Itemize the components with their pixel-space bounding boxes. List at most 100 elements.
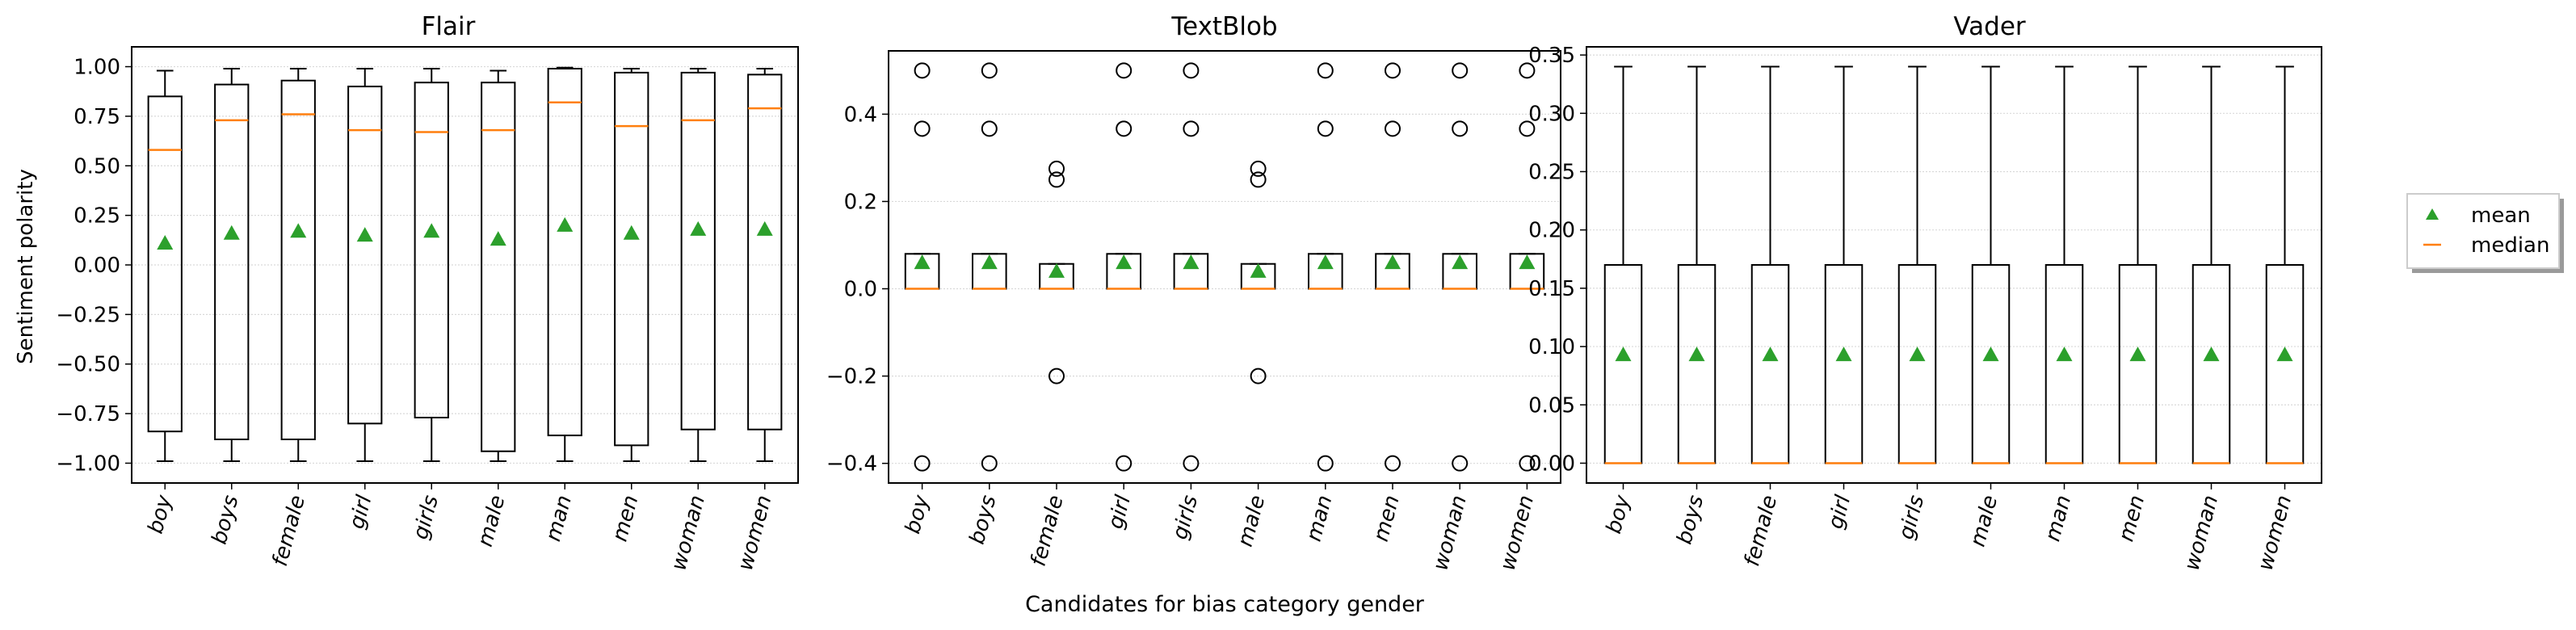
- textblob-outlier: [1385, 62, 1401, 79]
- vader-ytick-label: 0.10: [1528, 335, 1575, 359]
- textblob-outlier: [1519, 62, 1536, 79]
- flair-ytick-label: −1.00: [56, 452, 120, 476]
- textblob-mean-marker: [1250, 262, 1267, 278]
- textblob-outlier: [1317, 62, 1334, 79]
- textblob-ytick-label: −0.2: [826, 365, 877, 389]
- flair-ytick-label: −0.75: [56, 402, 120, 426]
- flair-box: [614, 71, 649, 447]
- vader-mean-marker: [1615, 346, 1632, 362]
- flair-panel: Flair −1.00 −0.75 −0.50 −0.25 0.00 0.25 0.50 0.…: [56, 12, 799, 573]
- textblob-outlier: [1519, 120, 1536, 137]
- textblob-outlier: [1452, 455, 1469, 472]
- textblob-ytick-label: 0.2: [844, 190, 877, 214]
- flair-box: [547, 68, 582, 437]
- flair-ytick-label: −0.25: [56, 303, 120, 327]
- flair-ytick-label: −0.50: [56, 353, 120, 377]
- textblob-outlier: [1116, 120, 1133, 137]
- textblob-outlier: [1183, 455, 1200, 472]
- vader-mean-marker: [2056, 346, 2073, 362]
- textblob-plot-frame: [888, 50, 1561, 484]
- textblob-outlier: [914, 62, 931, 79]
- textblob-outlier: [914, 120, 931, 137]
- flair-box: [680, 71, 716, 430]
- textblob-ytick-label: −0.4: [826, 452, 877, 477]
- textblob-outlier: [981, 120, 998, 137]
- flair-ytick-label: 1.00: [74, 56, 120, 80]
- y-axis-label: Sentiment polarity: [14, 169, 38, 364]
- legend-mean-label: mean: [2471, 204, 2531, 228]
- textblob-mean-marker: [1317, 254, 1334, 270]
- legend-frame: [2406, 193, 2560, 269]
- vader-mean-marker: [1688, 346, 1705, 362]
- flair-ytick-label: 0.00: [74, 254, 120, 278]
- vader-mean-marker: [2203, 346, 2220, 362]
- flair-mean-marker: [423, 223, 440, 238]
- textblob-outlier: [914, 455, 931, 472]
- flair-mean-marker: [157, 235, 174, 250]
- flair-mean-marker: [756, 220, 773, 236]
- textblob-outlier: [1048, 160, 1065, 177]
- textblob-mean-marker: [981, 254, 998, 270]
- textblob-mean-marker: [914, 254, 931, 270]
- textblob-ytick-label: 0.0: [844, 278, 877, 302]
- textblob-outlier: [1116, 62, 1133, 79]
- flair-mean-marker: [356, 227, 373, 242]
- legend-median-label: median: [2471, 233, 2549, 258]
- vader-ytick-label: 0.35: [1528, 44, 1575, 68]
- flair-mean-marker: [690, 220, 707, 236]
- vader-title: Vader: [1953, 12, 2026, 41]
- vader-ytick-label: 0.05: [1528, 393, 1575, 418]
- textblob-mean-marker: [1385, 254, 1401, 270]
- textblob-outlier: [981, 62, 998, 79]
- textblob-outlier: [1250, 171, 1267, 188]
- vader-mean-marker: [1762, 346, 1779, 362]
- flair-ytick-label: 0.50: [74, 154, 120, 178]
- textblob-outlier: [1250, 368, 1267, 384]
- flair-box: [414, 82, 449, 418]
- flair-box: [214, 83, 250, 441]
- flair-box: [147, 95, 183, 433]
- flair-ytick-label: 0.25: [74, 204, 120, 229]
- textblob-outlier: [1048, 171, 1065, 188]
- flair-title: Flair: [422, 12, 476, 41]
- legend: mean median: [2406, 193, 2564, 273]
- textblob-outlier: [1385, 455, 1401, 472]
- flair-box: [747, 74, 783, 430]
- flair-mean-marker: [623, 225, 640, 240]
- textblob-mean-marker: [1116, 254, 1133, 270]
- vader-mean-marker: [1982, 346, 1999, 362]
- vader-mean-marker: [2276, 346, 2293, 362]
- flair-plot-frame: [131, 46, 799, 484]
- textblob-outlier: [981, 455, 998, 472]
- textblob-outlier: [1317, 120, 1334, 137]
- textblob-mean-marker: [1183, 254, 1200, 270]
- textblob-title: TextBlob: [1170, 12, 1277, 41]
- vader-ytick-label: 0.00: [1528, 452, 1575, 476]
- vader-mean-marker: [2129, 346, 2146, 362]
- vader-ytick-label: 0.20: [1528, 219, 1575, 243]
- vader-ytick-label: 0.30: [1528, 102, 1575, 126]
- flair-box: [481, 82, 516, 452]
- textblob-outlier: [1048, 368, 1065, 384]
- textblob-outlier: [1519, 455, 1536, 472]
- vader-ytick-label: 0.25: [1528, 160, 1575, 184]
- x-axis-label: Candidates for bias category gender: [1025, 592, 1425, 617]
- flair-box: [347, 86, 383, 425]
- flair-mean-marker: [290, 223, 307, 238]
- flair-mean-marker: [490, 231, 506, 246]
- textblob-outlier: [1183, 120, 1200, 137]
- flair-mean-marker: [557, 216, 574, 232]
- textblob-outlier: [1250, 160, 1267, 177]
- vader-ytick-label: 0.15: [1528, 277, 1575, 301]
- vader-mean-marker: [1835, 346, 1852, 362]
- flair-box: [280, 79, 316, 441]
- legend-mean-marker: [2426, 208, 2439, 220]
- textblob-mean-marker: [1519, 254, 1536, 270]
- textblob-outlier: [1452, 120, 1469, 137]
- textblob-mean-marker: [1452, 254, 1469, 270]
- textblob-outlier: [1452, 62, 1469, 79]
- vader-plot-frame: [1586, 46, 2322, 484]
- textblob-outlier: [1385, 120, 1401, 137]
- textblob-outlier: [1183, 62, 1200, 79]
